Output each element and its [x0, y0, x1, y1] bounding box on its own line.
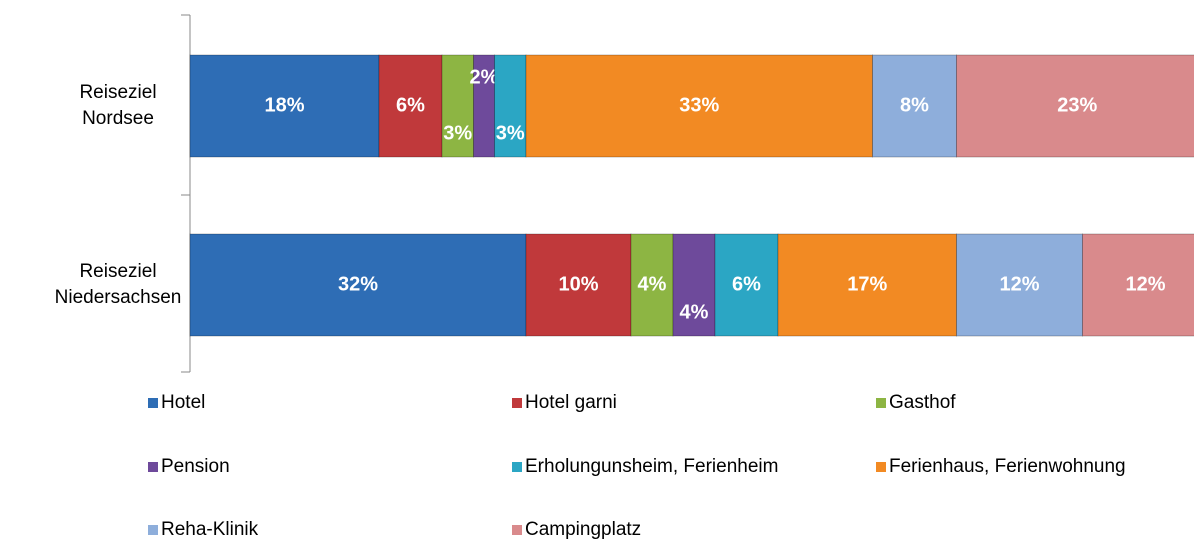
- bar-segment: [777, 233, 957, 337]
- legend-label: Hotel garni: [525, 392, 617, 413]
- data-label: 2%: [470, 66, 499, 88]
- data-label: 32%: [338, 273, 378, 295]
- legend-label: Hotel: [161, 392, 205, 413]
- bar-segment: [630, 233, 674, 337]
- category-label: Reiseziel Nordsee: [79, 82, 156, 129]
- legend-label: Ferienhaus, Ferienwohnung: [889, 456, 1126, 477]
- legend-swatch: [512, 462, 522, 472]
- bar-segment: [1082, 233, 1194, 337]
- data-label: 6%: [732, 273, 761, 295]
- legend-swatch: [148, 525, 158, 535]
- category-label: Reiseziel Niedersachsen: [55, 261, 182, 308]
- legend-swatch: [148, 462, 158, 472]
- bar-segment: [956, 54, 1194, 158]
- data-label: 4%: [680, 301, 709, 323]
- legend-label: Gasthof: [889, 392, 956, 413]
- legend-swatch: [512, 525, 522, 535]
- legend-label: Reha-Klinik: [161, 519, 259, 540]
- bar-segment: [525, 54, 873, 158]
- data-label: 33%: [679, 94, 719, 116]
- bar-segment: [494, 54, 527, 158]
- bar-segment: [672, 233, 716, 337]
- data-label: 3%: [443, 122, 472, 144]
- data-label: 10%: [558, 273, 598, 295]
- bar-segment: [714, 233, 779, 337]
- legend-label: Campingplatz: [525, 519, 641, 540]
- bar-segment: [872, 54, 957, 158]
- data-label: 3%: [496, 122, 525, 144]
- bar-segment: [189, 54, 380, 158]
- data-label: 12%: [999, 273, 1039, 295]
- data-label: 23%: [1057, 94, 1097, 116]
- data-label: 18%: [264, 94, 304, 116]
- data-label: 8%: [900, 94, 929, 116]
- data-label: 4%: [638, 273, 667, 295]
- bar-segment: [378, 54, 443, 158]
- bar-segment: [441, 54, 474, 158]
- bar-segment: [189, 233, 527, 337]
- data-label: 12%: [1125, 273, 1165, 295]
- legend-swatch: [876, 462, 886, 472]
- legend-swatch: [876, 398, 886, 408]
- data-label: 6%: [396, 94, 425, 116]
- bar-segment: [525, 233, 632, 337]
- legend-label: Erholungunsheim, Ferienheim: [525, 456, 778, 477]
- legend-swatch: [512, 398, 522, 408]
- legend-swatch: [148, 398, 158, 408]
- data-label: 17%: [847, 273, 887, 295]
- legend-label: Pension: [161, 456, 230, 477]
